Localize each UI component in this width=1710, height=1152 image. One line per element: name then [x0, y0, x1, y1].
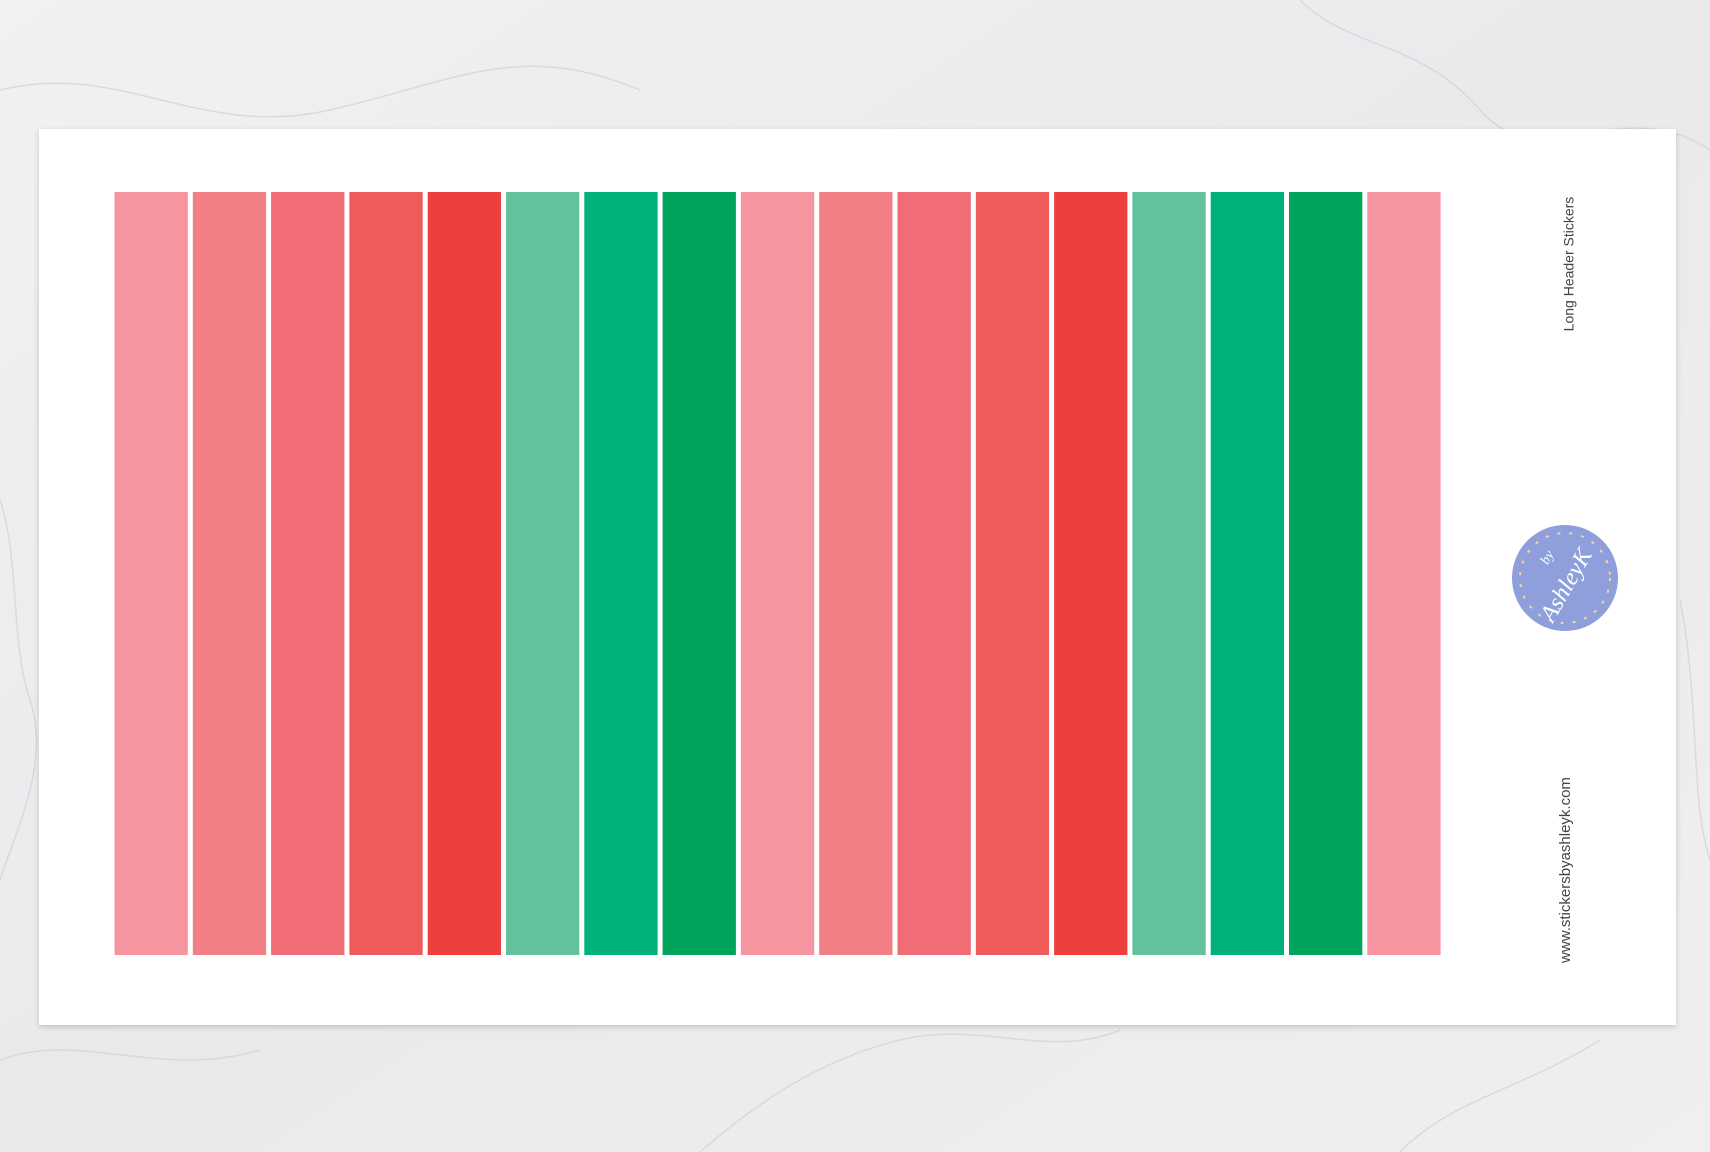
header-sticker — [975, 192, 1050, 955]
header-sticker — [1132, 192, 1206, 955]
header-sticker — [427, 192, 501, 955]
header-sticker — [1367, 192, 1441, 955]
header-sticker — [584, 192, 658, 955]
header-sticker — [662, 192, 736, 955]
header-sticker — [1054, 192, 1128, 955]
logo-badge — [1512, 525, 1618, 631]
header-sticker — [271, 192, 345, 955]
header-sticker — [192, 192, 267, 955]
header-sticker — [1210, 192, 1284, 955]
header-sticker — [114, 192, 188, 955]
stripes — [114, 192, 1441, 955]
website: www.stickersbyashleyk.com — [1557, 777, 1574, 964]
header-sticker — [897, 192, 971, 955]
header-sticker — [819, 192, 893, 955]
header-sticker — [506, 192, 580, 955]
header-sticker — [740, 192, 815, 955]
header-sticker — [1289, 192, 1363, 955]
sheet-title: Long Header Stickers — [1561, 197, 1577, 332]
logo: by AshleyK — [1512, 525, 1618, 631]
logo-dots — [1519, 532, 1611, 624]
header-sticker — [349, 192, 423, 955]
